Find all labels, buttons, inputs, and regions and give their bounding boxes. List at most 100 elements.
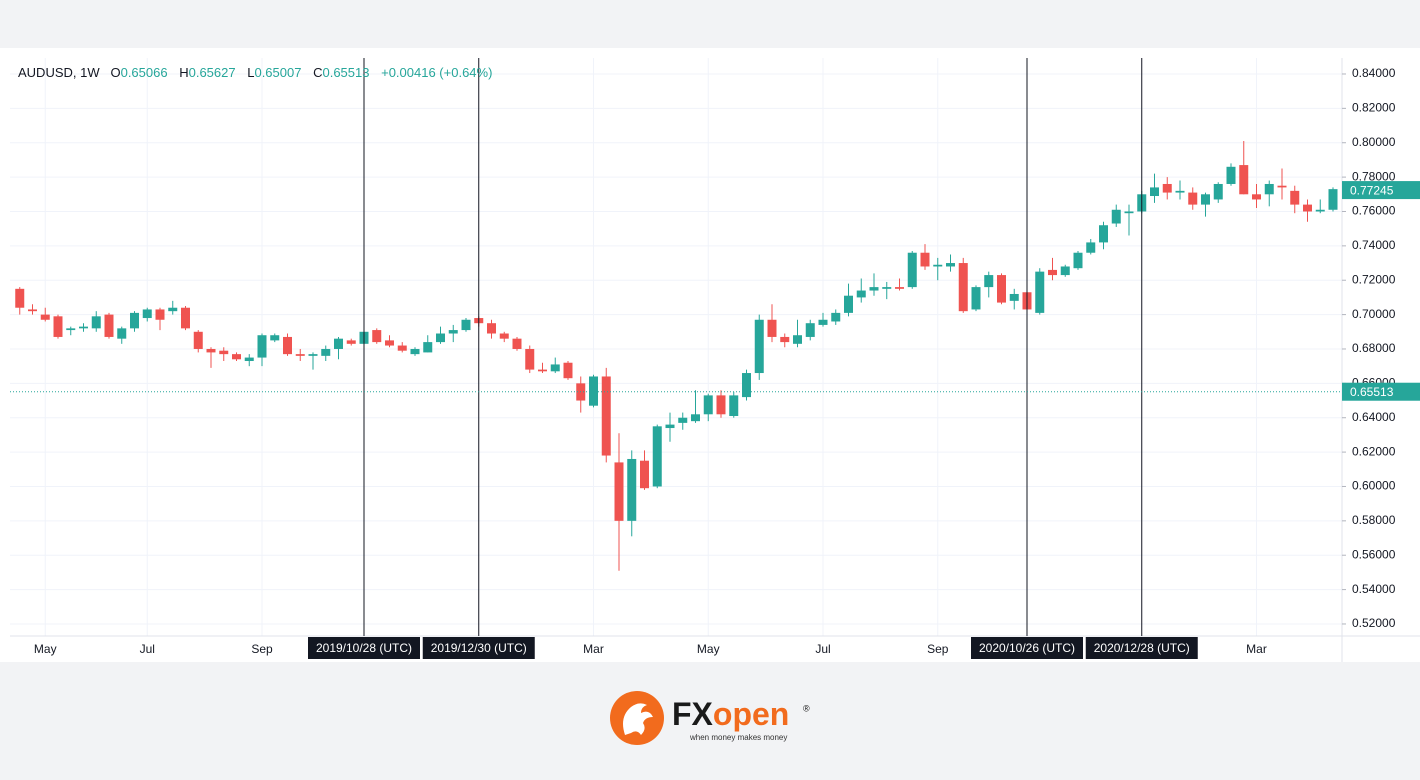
candle-body: [193, 331, 203, 349]
last-price-label: 0.77245: [1350, 183, 1394, 197]
candle-body: [754, 319, 764, 374]
candle-body: [1201, 194, 1210, 205]
candle-body: [1303, 204, 1312, 212]
candle-body: [742, 373, 751, 398]
candle-body: [1213, 183, 1223, 200]
marker-label: 2019/10/28 (UTC): [316, 641, 412, 655]
candle-body: [130, 312, 139, 329]
marker-label-box: [1085, 637, 1198, 659]
last-price-box: [1342, 181, 1420, 200]
candle-body: [487, 323, 496, 334]
candle-body: [385, 340, 394, 346]
brand-open-text: open: [713, 696, 789, 732]
logo: FXopen ® when money makes money: [610, 691, 810, 745]
candle-body: [104, 314, 114, 337]
candle-body: [232, 354, 241, 360]
candle-body: [1048, 269, 1057, 276]
candle-body: [1226, 166, 1236, 184]
o-label: O: [110, 65, 121, 80]
x-tick-label: May: [34, 642, 57, 656]
marker-label-box: [971, 637, 1083, 659]
candle-body: [703, 395, 713, 415]
y-tick-label: 0.76000: [1352, 204, 1396, 218]
chart-panel: [0, 48, 1420, 662]
x-tick-label: May: [697, 642, 720, 656]
candle-body: [1188, 192, 1198, 205]
candle-body: [933, 264, 943, 267]
candle-body: [869, 287, 879, 291]
y-tick-label: 0.84000: [1352, 66, 1396, 80]
candle-body: [614, 462, 624, 521]
candle-body: [53, 316, 63, 337]
candle-body: [1315, 209, 1325, 212]
candle-body: [627, 458, 637, 521]
brand-tagline: when money makes money: [689, 733, 787, 742]
candle-body: [117, 328, 127, 339]
candle-body: [780, 336, 790, 343]
candle-body: [1239, 165, 1249, 195]
candle-body: [397, 345, 407, 351]
candle-body: [423, 342, 433, 353]
grid: [10, 58, 1342, 636]
candle-body: [142, 309, 152, 319]
x-tick-label: Sep: [251, 642, 273, 656]
candle-body: [461, 319, 471, 331]
candle-body: [640, 460, 649, 489]
candle-body: [1073, 252, 1083, 269]
y-tick-label: 0.54000: [1352, 582, 1396, 596]
candle-body: [436, 333, 445, 343]
candle-body: [907, 252, 917, 288]
candle-body: [28, 309, 37, 312]
legend-header: AUDUSD, 1W O0.65066 H0.65627 L0.65007 C0…: [18, 65, 500, 80]
y-tick-label: 0.52000: [1352, 616, 1396, 630]
candle-body: [270, 335, 280, 341]
y-tick-label: 0.72000: [1352, 272, 1396, 286]
h-label: H: [179, 65, 189, 80]
candle-body: [946, 263, 955, 267]
x-tick-label: Jul: [140, 642, 155, 656]
candle-body: [844, 295, 853, 313]
c-value: 0.65513: [322, 65, 370, 80]
candle-body: [1060, 266, 1070, 276]
y-tick-label: 0.56000: [1352, 547, 1396, 561]
candle-body: [716, 395, 726, 415]
candle-body: [15, 288, 25, 308]
candle-body: [219, 350, 229, 355]
candle-body: [589, 376, 598, 406]
candle-body: [793, 335, 802, 344]
candle-body: [665, 424, 675, 429]
candle-body: [691, 414, 700, 422]
axes: 0.52000 0.54000 0.56000 0.58000 0.60000 0.620…: [10, 58, 1420, 662]
crosshair-price-label: 0.65513: [1350, 385, 1394, 399]
candle-body: [1328, 189, 1338, 210]
candle-body: [895, 287, 904, 289]
marker-label-box: [308, 637, 420, 659]
candle-body: [308, 354, 318, 356]
candle-body: [168, 307, 178, 312]
candle-body: [1162, 183, 1172, 193]
crosshair-price-box: [1342, 382, 1420, 401]
candle-body: [155, 309, 165, 320]
marker-label: 2020/10/26 (UTC): [979, 641, 1075, 655]
candle-body: [525, 348, 535, 370]
candle-body: [346, 340, 356, 344]
y-tick-label: 0.70000: [1352, 307, 1396, 321]
candle-body: [563, 362, 573, 379]
marker-label-box: [422, 637, 535, 659]
c-label: C: [313, 65, 323, 80]
y-tick-label: 0.68000: [1352, 341, 1396, 355]
candle-body: [601, 376, 611, 456]
candle-body: [882, 287, 892, 289]
candle-body: [1252, 194, 1261, 200]
candle-body: [410, 348, 420, 355]
candle-body: [499, 333, 509, 339]
brand-registered: ®: [803, 703, 810, 713]
candle-body: [1035, 271, 1045, 313]
l-value: 0.65007: [254, 65, 302, 80]
y-tick-label: 0.62000: [1352, 444, 1396, 458]
candle-body: [512, 338, 522, 349]
candle-body: [1277, 185, 1287, 188]
candle-body: [1175, 190, 1185, 193]
